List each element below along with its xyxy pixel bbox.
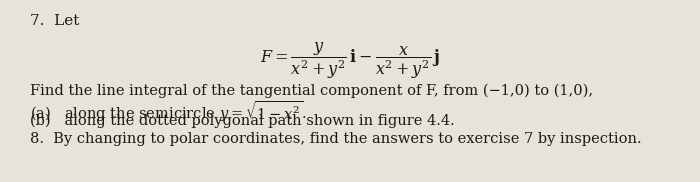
Text: Find the line integral of the tangential component of F, from (−1,0) to (1,0),: Find the line integral of the tangential… [30,84,593,98]
Text: 8.  By changing to polar coordinates, find the answers to exercise 7 by inspecti: 8. By changing to polar coordinates, fin… [30,132,642,146]
Text: $F = \dfrac{y}{x^2 + y^2}\,\mathbf{i} - \dfrac{x}{x^2 + y^2}\,\mathbf{j}$: $F = \dfrac{y}{x^2 + y^2}\,\mathbf{i} - … [260,40,440,81]
Text: (b)   along the dotted polygonal path shown in figure 4.4.: (b) along the dotted polygonal path show… [30,114,455,128]
Text: (a)   along the semicircle $y = \sqrt{1 - x^2}$.: (a) along the semicircle $y = \sqrt{1 - … [30,99,307,124]
Text: 7.  Let: 7. Let [30,14,79,28]
